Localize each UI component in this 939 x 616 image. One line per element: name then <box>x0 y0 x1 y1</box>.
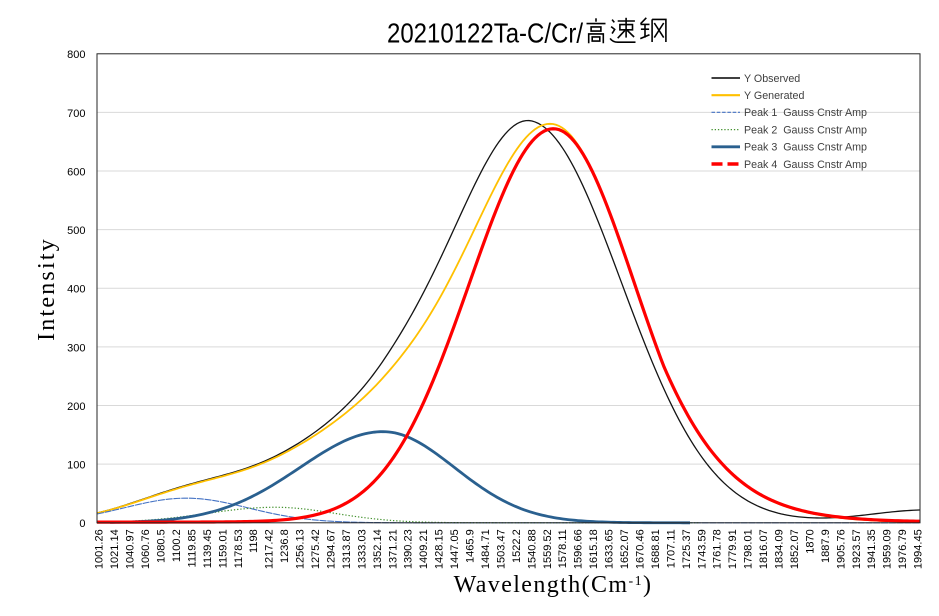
svg-text:1390.23: 1390.23 <box>403 529 415 569</box>
svg-text:1198: 1198 <box>248 529 260 553</box>
svg-text:Y Observed: Y Observed <box>744 73 800 85</box>
svg-text:100: 100 <box>67 460 85 472</box>
svg-text:1313.87: 1313.87 <box>341 529 353 569</box>
svg-text:1428.15: 1428.15 <box>434 529 446 569</box>
svg-text:1503.47: 1503.47 <box>495 529 507 569</box>
svg-text:1834.09: 1834.09 <box>774 529 786 569</box>
svg-text:1633.65: 1633.65 <box>604 529 616 569</box>
svg-text:1256.13: 1256.13 <box>295 529 307 569</box>
svg-text:Peak 4 Gauss Cnstr Amp: Peak 4 Gauss Cnstr Amp <box>744 159 867 171</box>
svg-text:1615.18: 1615.18 <box>588 529 600 569</box>
svg-text:1923.57: 1923.57 <box>851 529 863 569</box>
svg-text:1959.09: 1959.09 <box>882 529 894 569</box>
svg-text:1060.76: 1060.76 <box>140 529 152 569</box>
svg-text:1725.37: 1725.37 <box>681 529 693 569</box>
svg-text:1887.9: 1887.9 <box>820 529 832 563</box>
svg-text:1670.46: 1670.46 <box>634 529 646 569</box>
svg-text:800: 800 <box>67 49 85 61</box>
svg-text:1080.5: 1080.5 <box>156 529 168 563</box>
svg-text:1159.01: 1159.01 <box>217 529 229 568</box>
svg-text:1976.79: 1976.79 <box>897 529 909 569</box>
svg-text:1870: 1870 <box>804 529 816 553</box>
svg-text:600: 600 <box>67 166 85 178</box>
svg-text:1236.8: 1236.8 <box>279 529 291 563</box>
svg-text:20210122Ta-C/Cr/: 20210122Ta-C/Cr/ <box>387 17 583 48</box>
svg-text:1275.42: 1275.42 <box>310 529 322 569</box>
svg-text:1217.42: 1217.42 <box>264 529 276 569</box>
svg-text:400: 400 <box>67 284 85 296</box>
svg-text:1139.45: 1139.45 <box>202 529 214 568</box>
svg-text:1994.45: 1994.45 <box>913 529 925 569</box>
svg-text:1761.78: 1761.78 <box>712 529 724 569</box>
svg-text:1816.07: 1816.07 <box>758 529 770 569</box>
svg-text:1352.14: 1352.14 <box>372 529 384 569</box>
svg-text:1779.91: 1779.91 <box>727 529 739 569</box>
svg-text:Peak 3 Gauss Cnstr Amp: Peak 3 Gauss Cnstr Amp <box>744 142 867 154</box>
svg-text:1484.71: 1484.71 <box>480 529 492 569</box>
svg-text:500: 500 <box>67 225 85 237</box>
svg-text:1409.21: 1409.21 <box>418 529 430 569</box>
svg-text:1333.03: 1333.03 <box>356 529 368 569</box>
svg-text:Intensity: Intensity <box>34 237 60 341</box>
svg-text:0: 0 <box>79 518 85 530</box>
svg-text:1540.88: 1540.88 <box>526 529 538 569</box>
svg-text:1941.35: 1941.35 <box>866 529 878 569</box>
svg-text:1652.07: 1652.07 <box>619 529 631 569</box>
svg-text:1743.59: 1743.59 <box>696 529 708 569</box>
svg-text:1465.9: 1465.9 <box>465 529 477 563</box>
svg-text:1371.21: 1371.21 <box>387 529 399 569</box>
svg-text:1707.11: 1707.11 <box>665 529 677 568</box>
svg-text:Y Generated: Y Generated <box>744 90 804 102</box>
svg-text:Wavelength(Cm-1): Wavelength(Cm-1) <box>454 572 653 598</box>
svg-text:300: 300 <box>67 342 85 354</box>
svg-text:1852.07: 1852.07 <box>789 529 801 569</box>
svg-text:1688.81: 1688.81 <box>650 529 662 569</box>
svg-text:1100.2: 1100.2 <box>171 529 183 562</box>
svg-text:1001.26: 1001.26 <box>94 529 106 569</box>
svg-text:1798.01: 1798.01 <box>743 529 755 569</box>
svg-text:1559.52: 1559.52 <box>542 529 554 569</box>
svg-text:700: 700 <box>67 108 85 120</box>
svg-text:1178.53: 1178.53 <box>233 529 245 568</box>
svg-text:1021.14: 1021.14 <box>109 529 121 569</box>
svg-text:1578.11: 1578.11 <box>557 529 569 568</box>
svg-text:Peak 2 Gauss Cnstr Amp: Peak 2 Gauss Cnstr Amp <box>744 124 867 136</box>
svg-text:200: 200 <box>67 401 85 413</box>
svg-text:1596.66: 1596.66 <box>573 529 585 569</box>
svg-text:1294.67: 1294.67 <box>325 529 337 569</box>
svg-text:1119.85: 1119.85 <box>186 529 198 567</box>
svg-text:1522.2: 1522.2 <box>511 529 523 563</box>
svg-text:1447.05: 1447.05 <box>449 529 461 569</box>
svg-text:Peak 1 Gauss Cnstr Amp: Peak 1 Gauss Cnstr Amp <box>744 107 867 119</box>
svg-text:1905.76: 1905.76 <box>835 529 847 569</box>
svg-text:1040.97: 1040.97 <box>125 529 137 569</box>
